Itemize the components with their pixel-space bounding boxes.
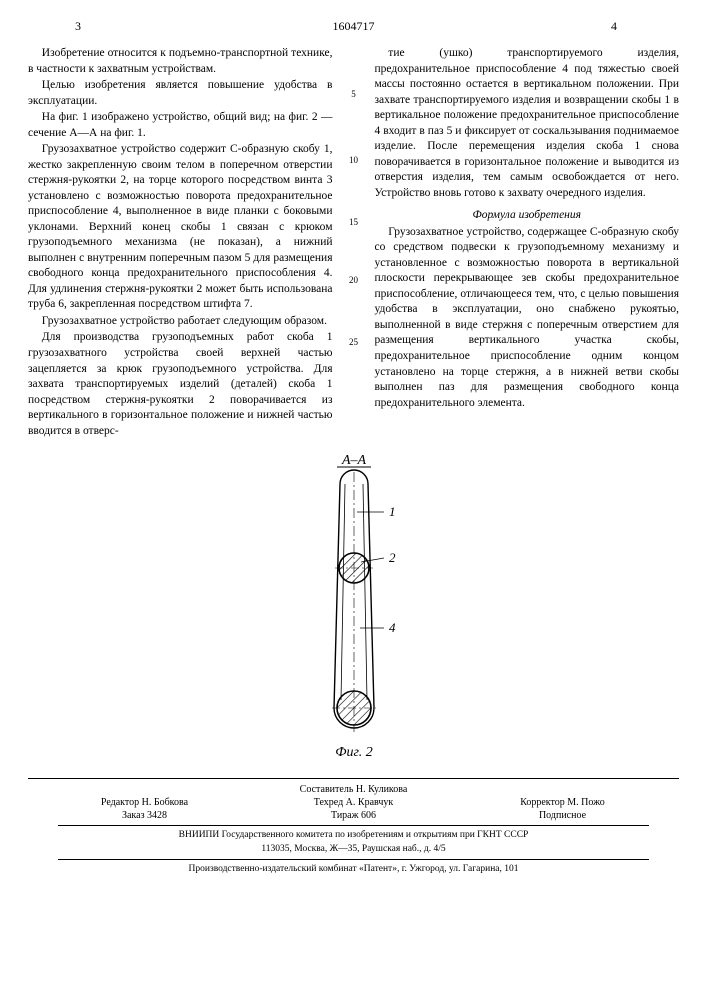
paragraph: Грузозахватное устройство работает следу… [28, 314, 333, 330]
line-number: 20 [347, 274, 361, 286]
paragraph: Грузозахватное устройство содержит С-обр… [28, 142, 333, 313]
paragraph: Целью изобретения является повышение удо… [28, 78, 333, 109]
techred: Техред А. Кравчук [249, 796, 458, 809]
section-label: А–А [340, 453, 366, 468]
credits-block: Составитель Н. Куликова Редактор Н. Бобк… [28, 778, 679, 875]
text-columns: Изобретение относится к подъемно-транспо… [28, 46, 679, 440]
line-number: 15 [347, 216, 361, 228]
subscription: Подписное [458, 809, 667, 822]
order-number: Заказ 3428 [40, 809, 249, 822]
publisher-org: ВНИИПИ Государственного комитета по изоб… [28, 829, 679, 841]
credits-row-roles: Редактор Н. Бобкова Техред А. Кравчук Ко… [28, 796, 679, 809]
callout-2: 2 [389, 550, 396, 565]
formula-heading: Формула изобретения [375, 208, 680, 224]
line-number-gutter: 5 10 15 20 25 [347, 46, 361, 440]
print-run: Тираж 606 [249, 809, 458, 822]
corrector: Корректор М. Пожо [458, 796, 667, 809]
callout-4: 4 [389, 620, 396, 635]
formula-text: Грузозахватное устройство, содержащее С-… [375, 225, 680, 411]
callout-1: 1 [389, 504, 396, 519]
paragraph: тие (ушко) транспортируемого изделия, пр… [375, 46, 680, 201]
credits-row-order: Заказ 3428 Тираж 606 Подписное [28, 809, 679, 822]
page-number-right: 4 [611, 18, 617, 34]
page-number-left: 3 [75, 18, 81, 34]
right-column: тие (ушко) транспортируемого изделия, пр… [375, 46, 680, 440]
publisher-address: 113035, Москва, Ж—35, Раушская наб., д. … [28, 843, 679, 855]
paragraph: Изобретение относится к подъемно-транспо… [28, 46, 333, 77]
left-column: Изобретение относится к подъемно-транспо… [28, 46, 333, 440]
figure-svg: А–А 1 2 4 Фиг. 2 [289, 450, 419, 770]
paragraph: Для производства грузоподъемных работ ск… [28, 330, 333, 439]
editor: Редактор Н. Бобкова [40, 796, 249, 809]
figure-caption: Фиг. 2 [335, 745, 373, 760]
line-number: 25 [347, 336, 361, 348]
document-id: 1604717 [28, 18, 679, 34]
paragraph: На фиг. 1 изображено устройство, общий в… [28, 110, 333, 141]
figure: А–А 1 2 4 Фиг. 2 [28, 450, 679, 770]
line-number: 10 [347, 154, 361, 166]
line-number: 5 [347, 88, 361, 100]
compiler: Составитель Н. Куликова [28, 783, 679, 796]
printing-plant: Производственно-издательский комбинат «П… [28, 863, 679, 875]
